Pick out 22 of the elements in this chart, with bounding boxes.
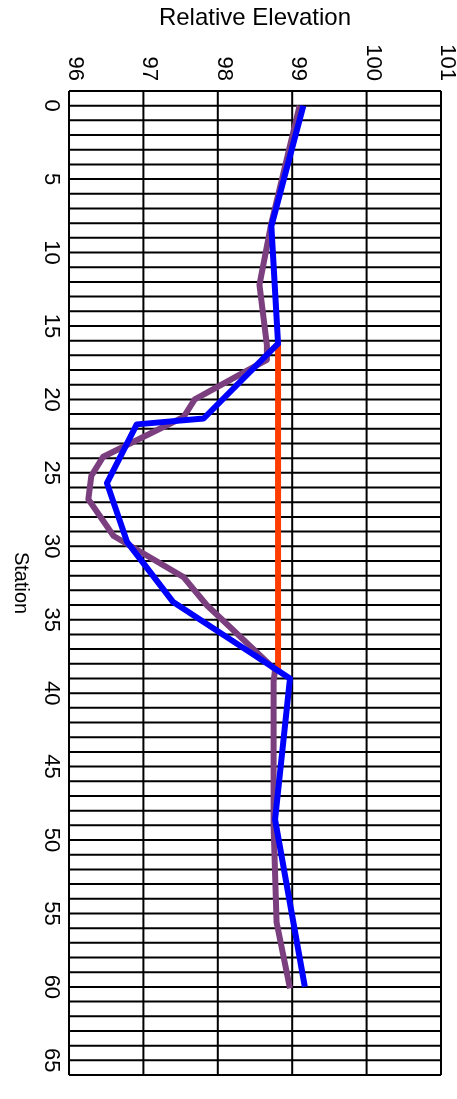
y-tick-label: 25 (40, 460, 66, 486)
y-axis-title: Station (10, 551, 33, 615)
y-tick-label: 65 (40, 1048, 66, 1073)
x-tick-label: 100 (361, 44, 387, 81)
x-tick-label: 99 (287, 56, 313, 81)
y-tick-label: 60 (40, 974, 66, 1000)
y-tick-label: 55 (40, 901, 66, 926)
y-tick-label: 5 (40, 172, 66, 186)
x-tick-label: 96 (64, 56, 89, 81)
x-tick-label: 101 (436, 44, 457, 81)
x-axis-title: Relative Elevation (158, 3, 352, 31)
y-tick-label: 40 (40, 680, 66, 706)
y-tick-label: 15 (40, 313, 66, 339)
x-tick-label: 98 (212, 56, 238, 81)
y-tick-label: 0 (40, 99, 66, 112)
y-tick-label: 30 (40, 534, 66, 559)
y-tick-label: 10 (40, 240, 66, 265)
y-tick-label: 35 (40, 607, 66, 632)
y-tick-label: 20 (40, 387, 66, 412)
y-tick-label: 50 (40, 827, 66, 853)
y-tick-label: 45 (40, 754, 66, 779)
x-tick-label: 97 (138, 56, 164, 81)
